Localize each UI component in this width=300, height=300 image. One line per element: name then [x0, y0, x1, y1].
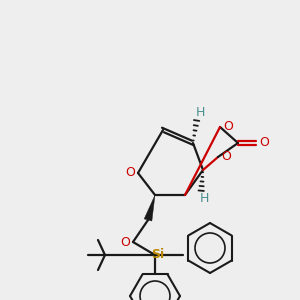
Text: H: H	[195, 106, 205, 119]
Text: O: O	[223, 121, 233, 134]
Text: O: O	[259, 136, 269, 149]
Text: H: H	[199, 191, 209, 205]
Polygon shape	[144, 195, 155, 221]
Text: Si: Si	[152, 248, 165, 262]
Text: O: O	[120, 236, 130, 248]
Text: O: O	[125, 167, 135, 179]
Text: O: O	[221, 151, 231, 164]
